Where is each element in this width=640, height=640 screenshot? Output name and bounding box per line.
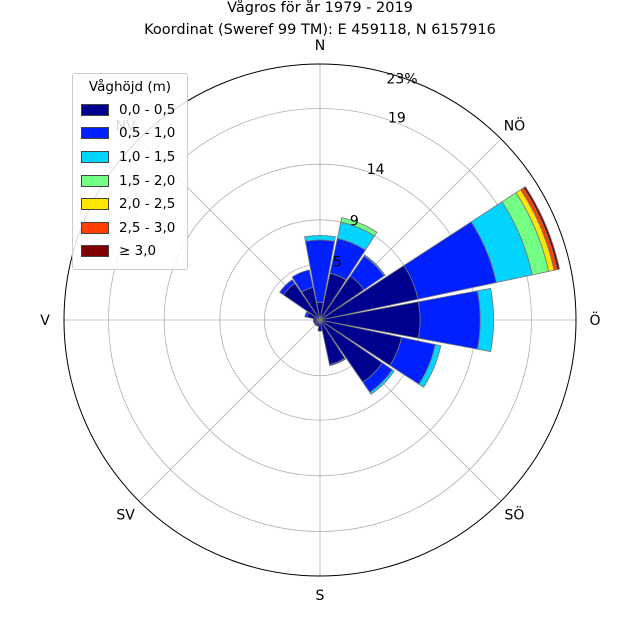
legend-swatch [81, 103, 109, 116]
legend-label: 2,5 - 3,0 [119, 219, 176, 236]
bar-segment [279, 279, 296, 296]
bar-segment [291, 269, 314, 293]
direction-label: N [315, 38, 325, 54]
legend-entries: 0,0 - 0,5 0,5 - 1,0 1,0 - 1,5 1,5 - 2,0 2,0 … [81, 98, 179, 263]
legend-entry: 0,0 - 0,5 [81, 98, 179, 122]
radial-tick-label: 14 [367, 162, 385, 178]
rose-bars [279, 186, 560, 395]
legend-label: 1,5 - 2,0 [119, 172, 176, 189]
bar-segment [418, 290, 481, 350]
radial-tick-labels: 5 9 14 19 23% [333, 71, 418, 270]
direction-label: S [316, 588, 325, 604]
bar-segment [522, 186, 560, 271]
bar-segment [363, 254, 386, 277]
bar-segment [418, 344, 442, 388]
bar-segment [304, 235, 336, 242]
legend-label: 1,0 - 1,5 [119, 148, 176, 165]
radial-tick-label: 9 [350, 213, 359, 229]
legend-label: 2,0 - 2,5 [119, 196, 176, 213]
bar-segment [369, 369, 395, 395]
legend-entry: 1,5 - 2,0 [81, 169, 179, 193]
legend-label: 0,0 - 0,5 [119, 101, 176, 118]
legend-swatch [81, 245, 109, 258]
direction-label: SV [116, 507, 135, 523]
legend-entry: 1,0 - 1,5 [81, 145, 179, 169]
outer-circle [63, 63, 577, 577]
legend-entry: 0,5 - 1,0 [81, 122, 179, 146]
direction-label: V [40, 313, 50, 329]
bar-segment [477, 287, 495, 353]
legend-swatch [81, 198, 109, 211]
chart-subtitle: Koordinat (Sweref 99 TM): E 459118, N 61… [144, 22, 496, 38]
legend-entry: 2,5 - 3,0 [81, 216, 179, 240]
legend-entry: 2,0 - 2,5 [81, 192, 179, 216]
legend-label: 0,5 - 1,0 [119, 125, 176, 142]
radial-tick-label: 5 [333, 255, 342, 271]
legend-swatch [81, 174, 109, 187]
legend-swatch [81, 221, 109, 234]
legend-entry: ≥ 3,0 [81, 240, 179, 264]
legend-label: ≥ 3,0 [119, 243, 157, 260]
radial-max-label: 23% [386, 71, 417, 87]
legend-swatch [81, 150, 109, 163]
direction-label: NÖ [504, 117, 526, 135]
legend: Våghöjd (m) 0,0 - 0,5 0,5 - 1,0 1,0 - 1,5 1… [72, 73, 188, 270]
bar-segment [317, 319, 323, 332]
bar-segment [340, 217, 378, 237]
chart-title: Vågros för år 1979 - 2019 [227, 0, 413, 16]
bar-segment [304, 310, 310, 318]
grid-spoke [138, 319, 321, 502]
radial-tick-label: 19 [388, 111, 406, 127]
legend-title: Våghöjd (m) [88, 79, 172, 95]
legend-swatch [81, 127, 109, 140]
bar-segment [329, 357, 347, 367]
direction-label: SÖ [504, 505, 524, 523]
direction-label: Ö [589, 311, 600, 329]
